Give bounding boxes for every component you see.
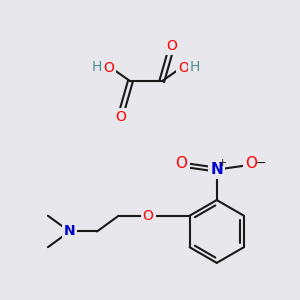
Text: O: O bbox=[103, 61, 114, 75]
Text: O: O bbox=[166, 39, 177, 53]
Text: O: O bbox=[176, 156, 188, 171]
Text: H: H bbox=[92, 60, 102, 74]
Text: +: + bbox=[218, 158, 227, 168]
Text: H: H bbox=[190, 60, 200, 74]
Text: O: O bbox=[178, 61, 189, 75]
Text: −: − bbox=[256, 157, 266, 170]
Text: O: O bbox=[115, 110, 126, 124]
Text: N: N bbox=[64, 224, 75, 239]
Text: O: O bbox=[245, 156, 257, 171]
Text: N: N bbox=[210, 162, 223, 177]
Text: O: O bbox=[142, 209, 154, 223]
